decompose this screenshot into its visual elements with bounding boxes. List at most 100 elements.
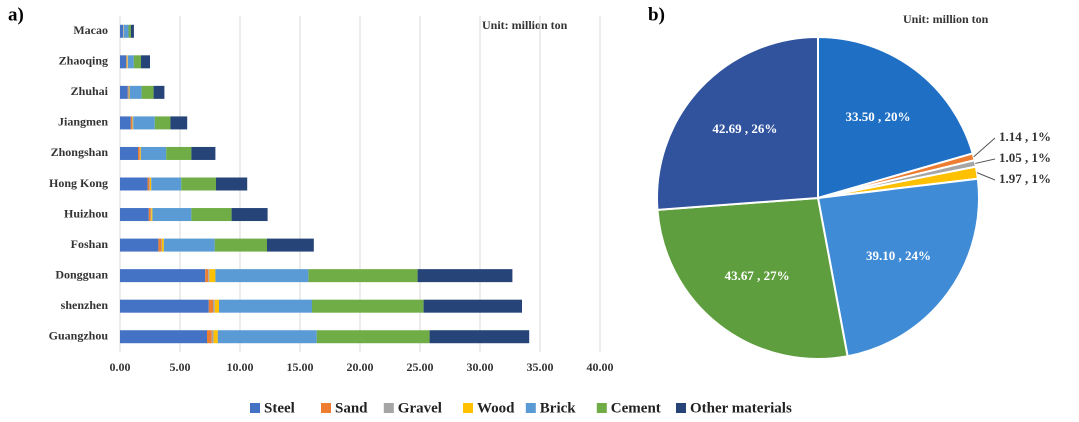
x-tick-label: 40.00 — [587, 360, 614, 374]
bar-segment — [312, 299, 424, 313]
bar-segment — [126, 55, 127, 69]
bar-segment — [214, 299, 219, 313]
bar-segment — [127, 55, 134, 69]
bar-segment — [213, 299, 215, 313]
bar-segment — [205, 269, 209, 283]
bar-segment — [141, 85, 154, 99]
data-label: 42.69 , 26% — [712, 121, 777, 136]
bar-segment — [158, 238, 162, 252]
bar-segment — [123, 24, 129, 38]
bar-segment — [208, 269, 210, 283]
bar-segment — [149, 177, 150, 191]
x-tick-label: 20.00 — [347, 360, 374, 374]
bar-segment — [191, 146, 216, 160]
x-tick-label: 5.00 — [170, 360, 191, 374]
bar-segment — [133, 55, 141, 69]
bar-segment — [130, 116, 132, 130]
bar-segment — [148, 208, 151, 222]
bar-segment — [129, 85, 142, 99]
bar-segment — [120, 299, 209, 313]
data-label: 39.10 , 24% — [866, 248, 931, 263]
bar-segment — [429, 330, 530, 344]
y-tick-label: Zhuhai — [71, 84, 109, 98]
bar-segment — [150, 208, 152, 222]
x-tick-label: 0.00 — [110, 360, 131, 374]
bar-segment — [215, 269, 309, 283]
bar-segment — [216, 177, 248, 191]
bar-segment — [191, 208, 232, 222]
panel-label: b) — [648, 4, 665, 25]
data-label: 1.05 , 1% — [999, 150, 1051, 165]
bar-segment — [120, 55, 126, 69]
legend-label: Gravel — [398, 400, 442, 416]
pie-slice — [817, 35, 974, 200]
bar-segment — [126, 55, 128, 69]
pie-slice — [656, 35, 819, 211]
pie-slice — [656, 196, 849, 360]
bar-segment — [231, 208, 268, 222]
bar-segment — [120, 177, 148, 191]
y-tick-label: Zhongshan — [51, 145, 109, 159]
leader-line — [973, 137, 996, 158]
x-tick-label: 15.00 — [287, 360, 314, 374]
y-tick-label: Guangzhou — [49, 328, 109, 342]
bar-segment — [120, 146, 138, 160]
bar-segment — [170, 116, 188, 130]
leader-line — [975, 158, 996, 164]
bar-segment — [208, 299, 213, 313]
y-tick-label: Macao — [73, 23, 108, 37]
bar-segment — [161, 238, 162, 252]
unit-annotation: Unit: million ton — [903, 12, 989, 26]
bar-segment — [139, 146, 141, 160]
bar-segment — [141, 146, 167, 160]
unit-annotation: Unit: million ton — [482, 18, 568, 32]
bar-segment — [150, 177, 152, 191]
legend-label: Cement — [611, 400, 661, 416]
data-label: 1.14 , 1% — [999, 129, 1051, 144]
pie-slice — [816, 177, 980, 358]
bar-segment — [219, 299, 312, 313]
legend-label: Other materials — [690, 400, 792, 416]
legend-swatch — [463, 403, 473, 413]
y-tick-label: Hong Kong — [49, 176, 108, 190]
panel-label: a) — [8, 4, 24, 25]
legend-swatch — [250, 403, 260, 413]
y-tick-label: shenzhen — [61, 298, 109, 312]
x-tick-label: 25.00 — [407, 360, 434, 374]
bar-segment — [127, 55, 128, 69]
legend-label: Brick — [540, 400, 576, 416]
legend-swatch — [321, 403, 331, 413]
x-tick-label: 30.00 — [467, 360, 494, 374]
bar-segment — [166, 146, 192, 160]
bar-segment — [127, 85, 129, 99]
bar-segment — [128, 85, 129, 99]
data-label: 33.50 , 20% — [846, 109, 911, 124]
leader-line — [976, 172, 996, 181]
legend-label: Wood — [477, 400, 515, 416]
bar-segment — [154, 116, 171, 130]
y-tick-label: Huizhou — [64, 206, 108, 220]
bar-segment — [181, 177, 216, 191]
bar-segment — [423, 299, 522, 313]
bar-segment — [132, 116, 134, 130]
bar-segment — [120, 24, 123, 38]
bar-segment — [140, 146, 141, 160]
bar-segment — [162, 238, 164, 252]
bar-segment — [308, 269, 418, 283]
legend-swatch — [525, 403, 536, 413]
bar-segment — [153, 85, 165, 99]
x-tick-label: 35.00 — [527, 360, 554, 374]
y-tick-label: Zhaoqing — [59, 54, 108, 68]
legend-label: Sand — [335, 400, 368, 416]
bar-segment — [211, 330, 214, 344]
bar-segment — [133, 116, 155, 130]
bar-segment — [147, 177, 150, 191]
bar-segment — [129, 85, 130, 99]
bar-segment — [128, 24, 131, 38]
data-label: 43.67 , 27% — [725, 268, 790, 283]
bar-segment — [217, 330, 317, 344]
bar-segment — [138, 146, 140, 160]
bar-segment — [120, 238, 159, 252]
bar-segment — [214, 238, 267, 252]
